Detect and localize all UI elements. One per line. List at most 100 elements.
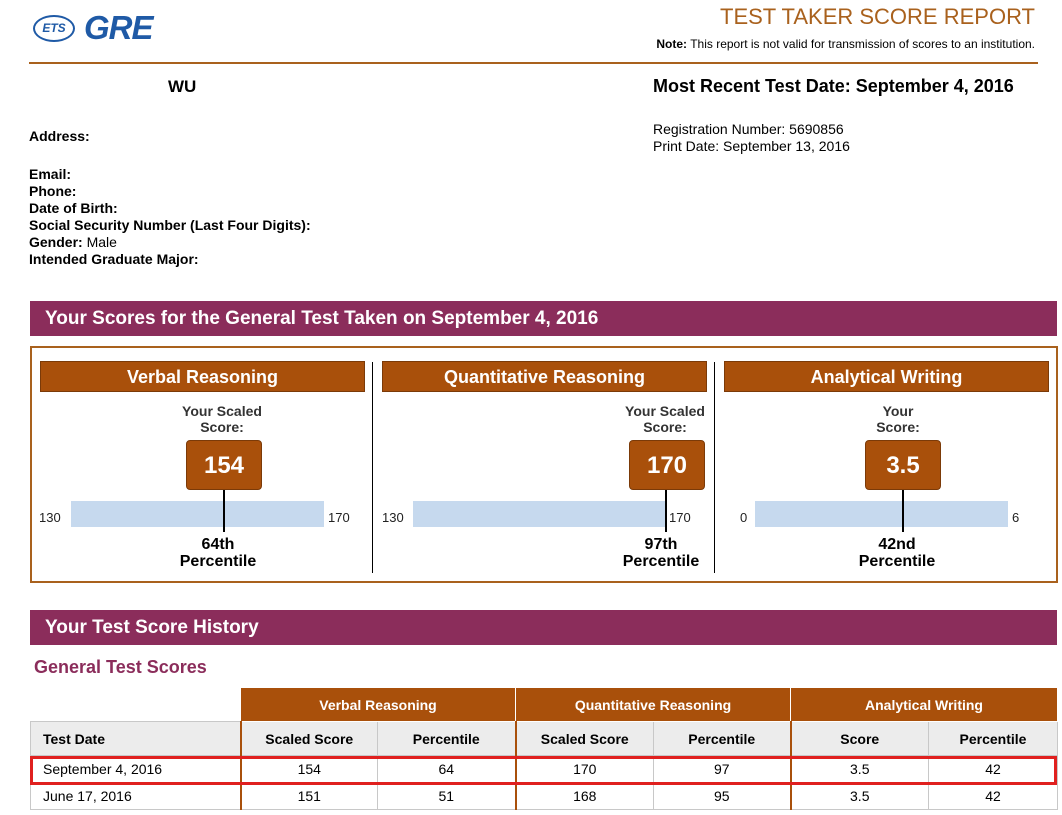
cell-quant-scaled: 170 xyxy=(514,755,654,783)
writing-score-bar xyxy=(755,501,1008,527)
percentile-value: 97th xyxy=(644,536,678,553)
cell-quant-percentile: 95 xyxy=(653,782,791,810)
address-label: Address: xyxy=(29,128,90,144)
quant-panel-title: Quantitative Reasoning xyxy=(382,361,707,392)
table-row: June 17, 2016 151 51 168 95 3.5 42 xyxy=(30,782,1058,810)
header-divider xyxy=(29,62,1038,64)
table-header-row: Test Date Scaled Score Percentile Scaled… xyxy=(30,721,1058,756)
email-label: Email: xyxy=(29,166,72,182)
table-corner xyxy=(30,687,241,722)
writing-score-label: Your Score: xyxy=(843,403,953,435)
scores-banner: Your Scores for the General Test Taken o… xyxy=(30,301,1057,336)
group-header-verbal: Verbal Reasoning xyxy=(240,687,516,722)
cell-quant-scaled: 168 xyxy=(514,782,654,810)
quant-score-marker xyxy=(665,490,667,532)
verbal-panel-title: Verbal Reasoning xyxy=(40,361,365,392)
ssn-field: Social Security Number (Last Four Digits… xyxy=(29,217,311,234)
verbal-score-badge: 154 xyxy=(186,440,262,490)
verbal-score-label: Your Scaled Score: xyxy=(167,403,277,435)
score-label-line: Score: xyxy=(643,419,687,435)
ssn-label: Social Security Number (Last Four Digits… xyxy=(29,217,311,233)
history-subtitle: General Test Scores xyxy=(34,657,207,677)
writing-panel-title: Analytical Writing xyxy=(724,361,1049,392)
table-group-header-row: Verbal Reasoning Quantitative Reasoning … xyxy=(30,687,1058,722)
col-header-verbal-percentile: Percentile xyxy=(377,721,516,756)
report-note: Note: This report is not valid for trans… xyxy=(656,37,1035,51)
group-header-quant: Quantitative Reasoning xyxy=(515,687,791,722)
email-field: Email: xyxy=(29,166,311,183)
most-recent-test-date: Most Recent Test Date: September 4, 2016 xyxy=(653,76,1014,96)
panel-divider xyxy=(714,362,715,573)
cell-writing-percentile: 42 xyxy=(928,782,1058,810)
score-label-line: Your Scaled xyxy=(625,403,705,419)
quant-score-badge: 170 xyxy=(629,440,705,490)
quant-score-bar xyxy=(413,501,666,527)
phone-field: Phone: xyxy=(29,183,311,200)
gre-logo: GRE xyxy=(84,9,154,46)
score-label-line: Your Scaled xyxy=(182,403,262,419)
score-label-line: Score: xyxy=(200,419,244,435)
writing-percentile: 42nd Percentile xyxy=(837,536,957,570)
verbal-min-label: 130 xyxy=(39,510,61,525)
writing-score-marker xyxy=(902,490,904,532)
col-header-writing-percentile: Percentile xyxy=(928,721,1058,756)
panel-divider xyxy=(372,362,373,573)
note-label: Note: xyxy=(656,37,688,51)
quant-min-label: 130 xyxy=(382,510,404,525)
dob-label: Date of Birth: xyxy=(29,200,118,216)
registration-info: Registration Number: 5690856 Print Date:… xyxy=(653,121,850,155)
cell-verbal-percentile: 51 xyxy=(377,782,516,810)
col-header-writing-score: Score xyxy=(789,721,929,756)
score-label-line: Score: xyxy=(876,419,920,435)
note-text: This report is not valid for transmissio… xyxy=(690,37,1035,51)
address-field: Address: xyxy=(29,128,90,145)
col-header-quant-percentile: Percentile xyxy=(653,721,791,756)
col-header-test-date: Test Date xyxy=(30,721,241,756)
cell-quant-percentile: 97 xyxy=(653,755,791,783)
writing-score-badge: 3.5 xyxy=(865,440,941,490)
print-date: Print Date: September 13, 2016 xyxy=(653,138,850,154)
col-header-quant-scaled: Scaled Score xyxy=(514,721,654,756)
percentile-label: Percentile xyxy=(858,553,936,570)
verbal-score-marker-line xyxy=(223,500,225,532)
scores-frame xyxy=(30,346,1058,583)
gender-label: Gender: xyxy=(29,234,83,250)
phone-label: Phone: xyxy=(29,183,77,199)
percentile-label: Percentile xyxy=(179,553,257,570)
cell-verbal-scaled: 154 xyxy=(239,755,378,783)
candidate-name: WU xyxy=(168,77,197,96)
cell-test-date: September 4, 2016 xyxy=(30,755,241,783)
report-title: TEST TAKER SCORE REPORT xyxy=(720,4,1035,29)
cell-writing-score: 3.5 xyxy=(789,782,929,810)
group-header-writing: Analytical Writing xyxy=(790,687,1058,722)
verbal-percentile: 64th Percentile xyxy=(158,536,278,570)
cell-test-date: June 17, 2016 xyxy=(30,782,241,810)
writing-max-label: 6 xyxy=(1012,510,1020,525)
cell-verbal-percentile: 64 xyxy=(377,755,516,783)
gender-value: Male xyxy=(86,234,117,250)
major-label: Intended Graduate Major: xyxy=(29,251,199,267)
quant-score-label: Your Scaled Score: xyxy=(610,403,720,435)
cell-verbal-scaled: 151 xyxy=(239,782,378,810)
score-history-table: Verbal Reasoning Quantitative Reasoning … xyxy=(30,687,1058,810)
verbal-score-bar xyxy=(71,501,324,527)
major-field: Intended Graduate Major: xyxy=(29,251,311,268)
col-header-verbal-scaled: Scaled Score xyxy=(239,721,378,756)
table-row: September 4, 2016 154 64 170 97 3.5 42 xyxy=(30,755,1058,783)
ets-logo: ETS xyxy=(33,15,75,42)
cell-writing-score: 3.5 xyxy=(789,755,929,783)
writing-min-label: 0 xyxy=(740,510,748,525)
gender-field: Gender: Male xyxy=(29,234,311,251)
quant-percentile: 97th Percentile xyxy=(601,536,721,570)
score-label-line: Your xyxy=(882,403,914,419)
registration-number: Registration Number: 5690856 xyxy=(653,121,844,137)
cell-writing-percentile: 42 xyxy=(928,755,1058,783)
verbal-max-label: 170 xyxy=(328,510,350,525)
quant-max-label: 170 xyxy=(669,510,691,525)
contact-fields: Email: Phone: Date of Birth: Social Secu… xyxy=(29,166,311,268)
percentile-value: 42nd xyxy=(878,536,916,553)
percentile-value: 64th xyxy=(201,536,235,553)
dob-field: Date of Birth: xyxy=(29,200,311,217)
history-banner: Your Test Score History xyxy=(30,610,1057,645)
percentile-label: Percentile xyxy=(622,553,700,570)
